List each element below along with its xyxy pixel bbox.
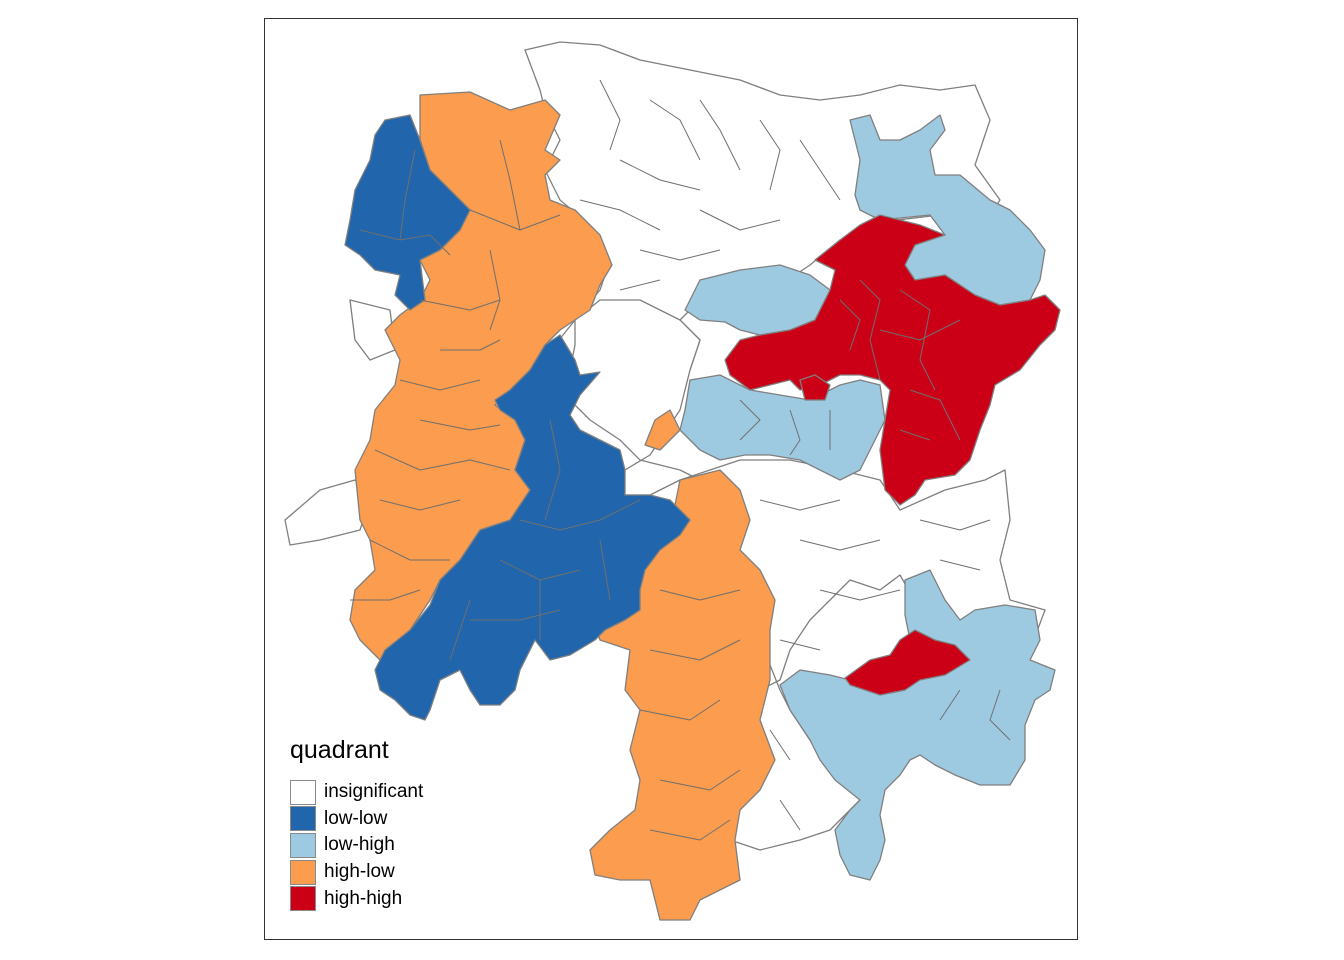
- legend-item-low-low: low-low: [290, 806, 423, 833]
- county-boundaries: [350, 79, 1011, 841]
- legend-swatch: [290, 832, 316, 858]
- legend-swatch: [290, 779, 316, 805]
- boundary-lines-white-north: [579, 79, 841, 291]
- insignificant-regions: [284, 41, 1046, 851]
- region-low-high-northeast: [849, 114, 1046, 306]
- legend-swatch: [290, 859, 316, 885]
- legend-item-high-low: high-low: [290, 859, 423, 886]
- region-high-high-south: [844, 629, 971, 696]
- region-high-high-small: [799, 374, 831, 401]
- boundary-lines-northeast: [839, 279, 961, 441]
- legend-item-insignificant: insignificant: [290, 779, 423, 806]
- boundary-lines-east: [739, 399, 1011, 741]
- legend-swatch: [290, 806, 316, 832]
- legend-label: low-high: [324, 834, 395, 856]
- boundary-lines-northwest: [359, 139, 561, 351]
- map-legend: quadrant insignificant low-low low-high …: [290, 736, 423, 912]
- high-high-regions: [724, 214, 1061, 696]
- region-high-low-small-center: [644, 409, 681, 451]
- low-low-regions: [344, 114, 691, 721]
- legend-label: low-low: [324, 807, 388, 829]
- region-high-high-northeast: [724, 214, 1061, 506]
- low-high-regions: [679, 114, 1056, 881]
- region-west-strip-white: [349, 299, 396, 361]
- boundary-lines-white-south: [759, 499, 991, 831]
- region-low-high-southeast: [779, 569, 1056, 881]
- region-low-low-northwest: [344, 114, 471, 311]
- legend-swatch: [290, 886, 316, 912]
- legend-item-high-high: high-high: [290, 885, 423, 912]
- legend-label: high-high: [324, 887, 403, 909]
- legend-items: insignificant low-low low-high high-low …: [290, 779, 423, 912]
- legend-label: high-low: [324, 861, 395, 883]
- legend-item-low-high: low-high: [290, 832, 423, 859]
- region-low-high-center: [679, 374, 886, 481]
- region-low-low-center: [374, 334, 691, 721]
- boundary-lines-south: [639, 589, 741, 841]
- legend-label: insignificant: [324, 781, 424, 803]
- boundary-lines-center: [449, 419, 641, 661]
- legend-title: quadrant: [290, 736, 389, 764]
- map-frame: [264, 18, 1078, 940]
- boundary-lines-west: [350, 379, 511, 601]
